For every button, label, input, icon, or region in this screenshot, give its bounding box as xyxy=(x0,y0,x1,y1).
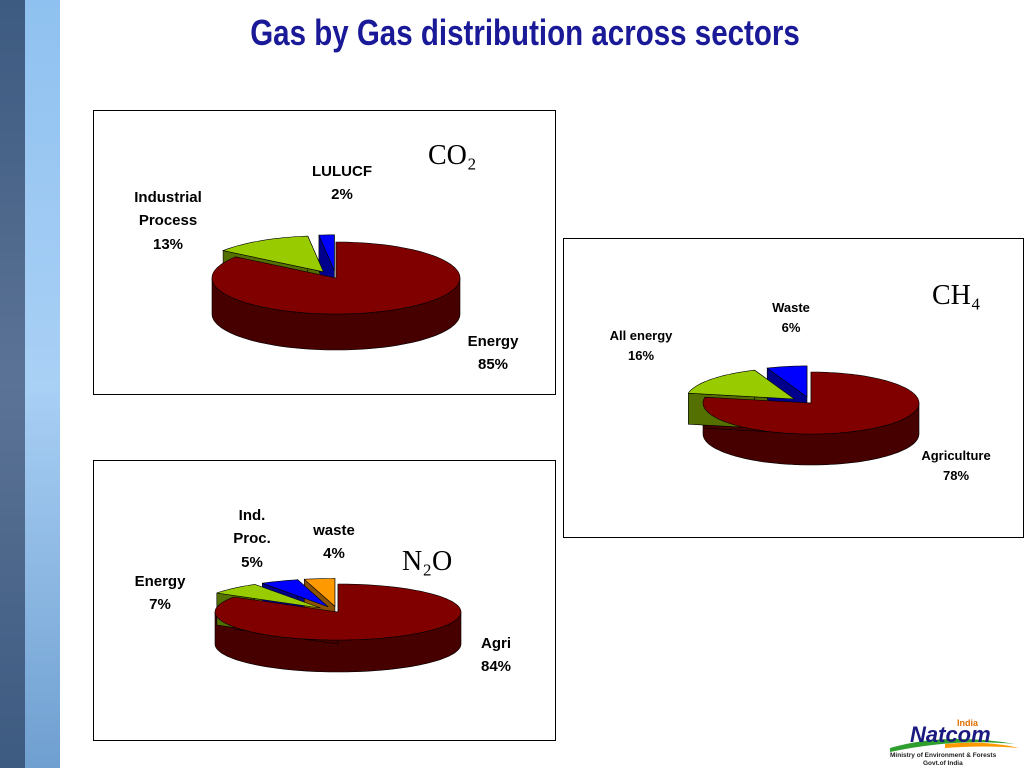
slice-label: Agri 84% xyxy=(451,632,541,679)
slice xyxy=(702,371,920,435)
slice xyxy=(687,369,796,400)
category-label: Energy xyxy=(467,333,519,350)
logo-brand: Natcom xyxy=(910,722,991,747)
value-label: 4% xyxy=(323,545,345,563)
value-label: 5% xyxy=(241,553,263,571)
value-label: 13% xyxy=(152,235,184,253)
category-label: Waste xyxy=(772,300,810,315)
value-label: 2% xyxy=(331,186,353,204)
logo-ministry: Ministry of Environment & Forests xyxy=(890,752,997,759)
slice-label: Energy 7% xyxy=(115,570,205,617)
slice-label: LULUCF 2% xyxy=(297,160,387,207)
chart-title: CO₂ xyxy=(428,140,477,171)
value-label: 78% xyxy=(942,468,970,484)
category-label: Agri xyxy=(481,635,511,652)
category-label: Industrial Process xyxy=(134,189,202,230)
slice xyxy=(318,234,335,271)
slice-label: waste 4% xyxy=(294,519,374,566)
value-label: 7% xyxy=(149,596,171,614)
chart-frame xyxy=(93,460,556,741)
slide-title: Gas by Gas distribution across sectors xyxy=(250,12,800,53)
side-bar xyxy=(0,0,25,768)
category-label: Energy xyxy=(134,573,186,590)
slice xyxy=(216,584,321,609)
slice xyxy=(214,583,462,641)
category-label: Ind. Proc. xyxy=(233,507,271,548)
slice-label: Waste 6% xyxy=(746,298,836,338)
chart-title: N₂O xyxy=(402,546,453,577)
value-label: 85% xyxy=(477,356,509,374)
logo-govt: Govt.of India xyxy=(923,760,963,767)
slice xyxy=(262,579,329,608)
logo-country: India xyxy=(957,718,979,728)
slice xyxy=(211,241,461,315)
category-label: waste xyxy=(313,522,355,539)
slice-label: Energy 85% xyxy=(448,330,538,377)
slice-label: Agriculture 78% xyxy=(901,446,1011,486)
slice xyxy=(766,365,808,398)
chart-frame xyxy=(93,110,556,395)
category-label: LULUCF xyxy=(312,163,372,180)
value-label: 16% xyxy=(627,348,655,364)
category-label: All energy xyxy=(609,328,673,343)
side-bar xyxy=(25,0,60,768)
slice xyxy=(303,578,336,608)
value-label: 84% xyxy=(480,658,512,676)
logo-swoosh xyxy=(890,738,1019,752)
slice xyxy=(222,235,324,273)
slice-label: All energy 16% xyxy=(586,326,696,366)
chart-title: CH₄ xyxy=(932,280,981,311)
category-label: Agriculture xyxy=(921,448,991,463)
slice-label: Ind. Proc. 5% xyxy=(227,504,277,574)
slice-label: Industrial Process 13% xyxy=(113,186,223,256)
logo: India Natcom Ministry of Environment & F… xyxy=(885,718,1020,768)
value-label: 6% xyxy=(781,320,801,336)
